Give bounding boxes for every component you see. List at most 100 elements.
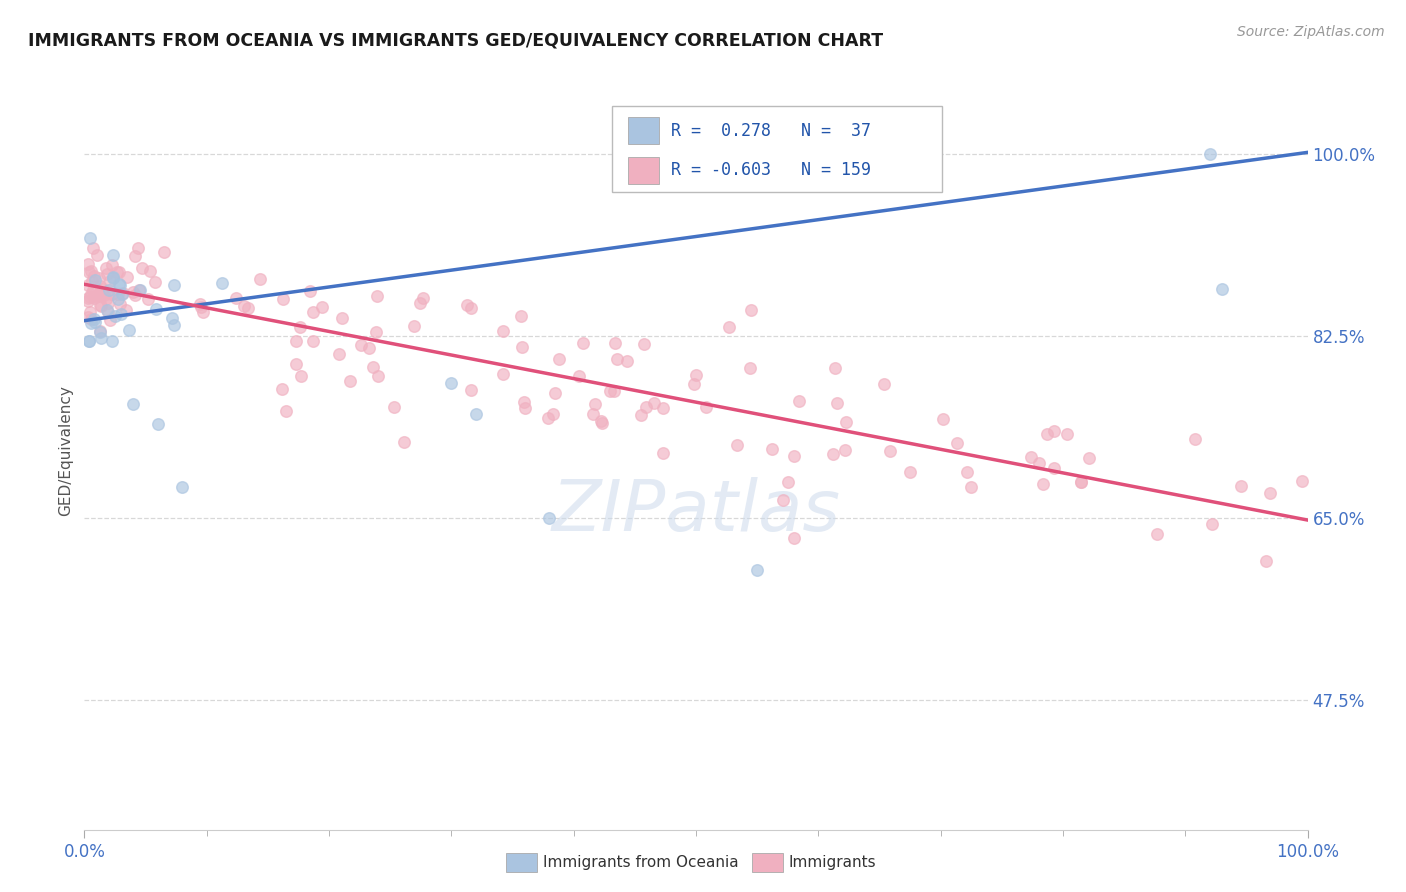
- Point: [101, 271, 124, 285]
- Point: [128, 283, 150, 297]
- Point: [1211, 283, 1233, 297]
- Point: [271, 382, 294, 396]
- Point: [101, 247, 124, 261]
- Point: [1070, 475, 1092, 489]
- Point: [96, 305, 118, 319]
- Point: [285, 357, 308, 371]
- Point: [394, 435, 416, 450]
- Point: [83, 288, 105, 302]
- Point: [232, 299, 254, 313]
- Point: [79, 316, 101, 330]
- Point: [366, 326, 388, 340]
- Point: [94, 292, 117, 306]
- Point: [98, 274, 121, 288]
- Point: [1078, 450, 1101, 465]
- Point: [96, 267, 118, 281]
- Point: [776, 475, 799, 489]
- Point: [946, 436, 969, 450]
- Point: [96, 303, 118, 318]
- Point: [1198, 147, 1220, 161]
- Point: [107, 286, 129, 301]
- Point: [121, 285, 143, 299]
- Point: [84, 315, 107, 329]
- Point: [879, 444, 901, 458]
- Y-axis label: GED/Equivalency: GED/Equivalency: [58, 385, 73, 516]
- Point: [89, 298, 111, 312]
- Point: [361, 360, 384, 375]
- Point: [544, 385, 567, 400]
- Point: [77, 257, 100, 271]
- Point: [328, 347, 350, 361]
- Point: [104, 309, 127, 323]
- Point: [211, 276, 233, 290]
- Point: [122, 397, 145, 411]
- Point: [513, 394, 536, 409]
- Point: [108, 277, 131, 291]
- Point: [824, 361, 846, 376]
- Point: [163, 277, 186, 292]
- Point: [1036, 426, 1059, 441]
- Point: [409, 296, 432, 310]
- Text: R =  0.278   N =  37: R = 0.278 N = 37: [671, 122, 870, 140]
- Point: [89, 324, 111, 338]
- Point: [271, 292, 294, 306]
- Point: [101, 258, 124, 272]
- Point: [80, 274, 103, 288]
- Point: [163, 318, 186, 332]
- Point: [603, 336, 626, 351]
- Point: [110, 307, 132, 321]
- Point: [932, 412, 955, 426]
- Point: [91, 282, 114, 296]
- Point: [1229, 479, 1251, 493]
- Point: [464, 407, 486, 421]
- Point: [77, 310, 100, 324]
- Point: [1042, 461, 1064, 475]
- Point: [456, 298, 478, 312]
- Point: [98, 313, 121, 327]
- Point: [460, 301, 482, 315]
- Point: [783, 449, 806, 463]
- Text: IMMIGRANTS FROM OCEANIA VS IMMIGRANTS GED/EQUIVALENCY CORRELATION CHART: IMMIGRANTS FROM OCEANIA VS IMMIGRANTS GE…: [28, 31, 883, 49]
- Point: [82, 241, 104, 255]
- Point: [1070, 475, 1092, 489]
- Point: [225, 291, 247, 305]
- Point: [599, 384, 621, 399]
- Point: [783, 531, 806, 545]
- Point: [567, 369, 589, 384]
- Point: [96, 260, 118, 275]
- Point: [1042, 424, 1064, 438]
- Point: [290, 368, 312, 383]
- Point: [79, 230, 101, 244]
- Point: [190, 300, 212, 314]
- Point: [960, 479, 983, 493]
- Point: [382, 401, 405, 415]
- Point: [143, 275, 166, 289]
- Point: [1291, 474, 1313, 488]
- Point: [288, 319, 311, 334]
- Point: [727, 438, 749, 452]
- Point: [101, 287, 124, 301]
- Point: [685, 368, 707, 383]
- Point: [538, 511, 561, 525]
- Point: [302, 334, 325, 348]
- Point: [89, 270, 111, 285]
- Text: Immigrants from Oceania: Immigrants from Oceania: [543, 855, 738, 870]
- Point: [124, 250, 146, 264]
- Point: [515, 401, 537, 415]
- Point: [572, 335, 595, 350]
- Point: [77, 278, 100, 293]
- Text: R = -0.603   N = 159: R = -0.603 N = 159: [671, 161, 870, 179]
- Point: [249, 272, 271, 286]
- Point: [93, 288, 115, 302]
- Point: [79, 290, 101, 304]
- Point: [582, 407, 605, 421]
- Point: [83, 311, 105, 326]
- Point: [108, 297, 131, 311]
- Point: [89, 289, 111, 303]
- Point: [636, 400, 658, 414]
- Point: [110, 286, 132, 301]
- Point: [717, 320, 740, 334]
- Point: [274, 404, 297, 418]
- Point: [740, 303, 762, 318]
- Point: [101, 334, 124, 349]
